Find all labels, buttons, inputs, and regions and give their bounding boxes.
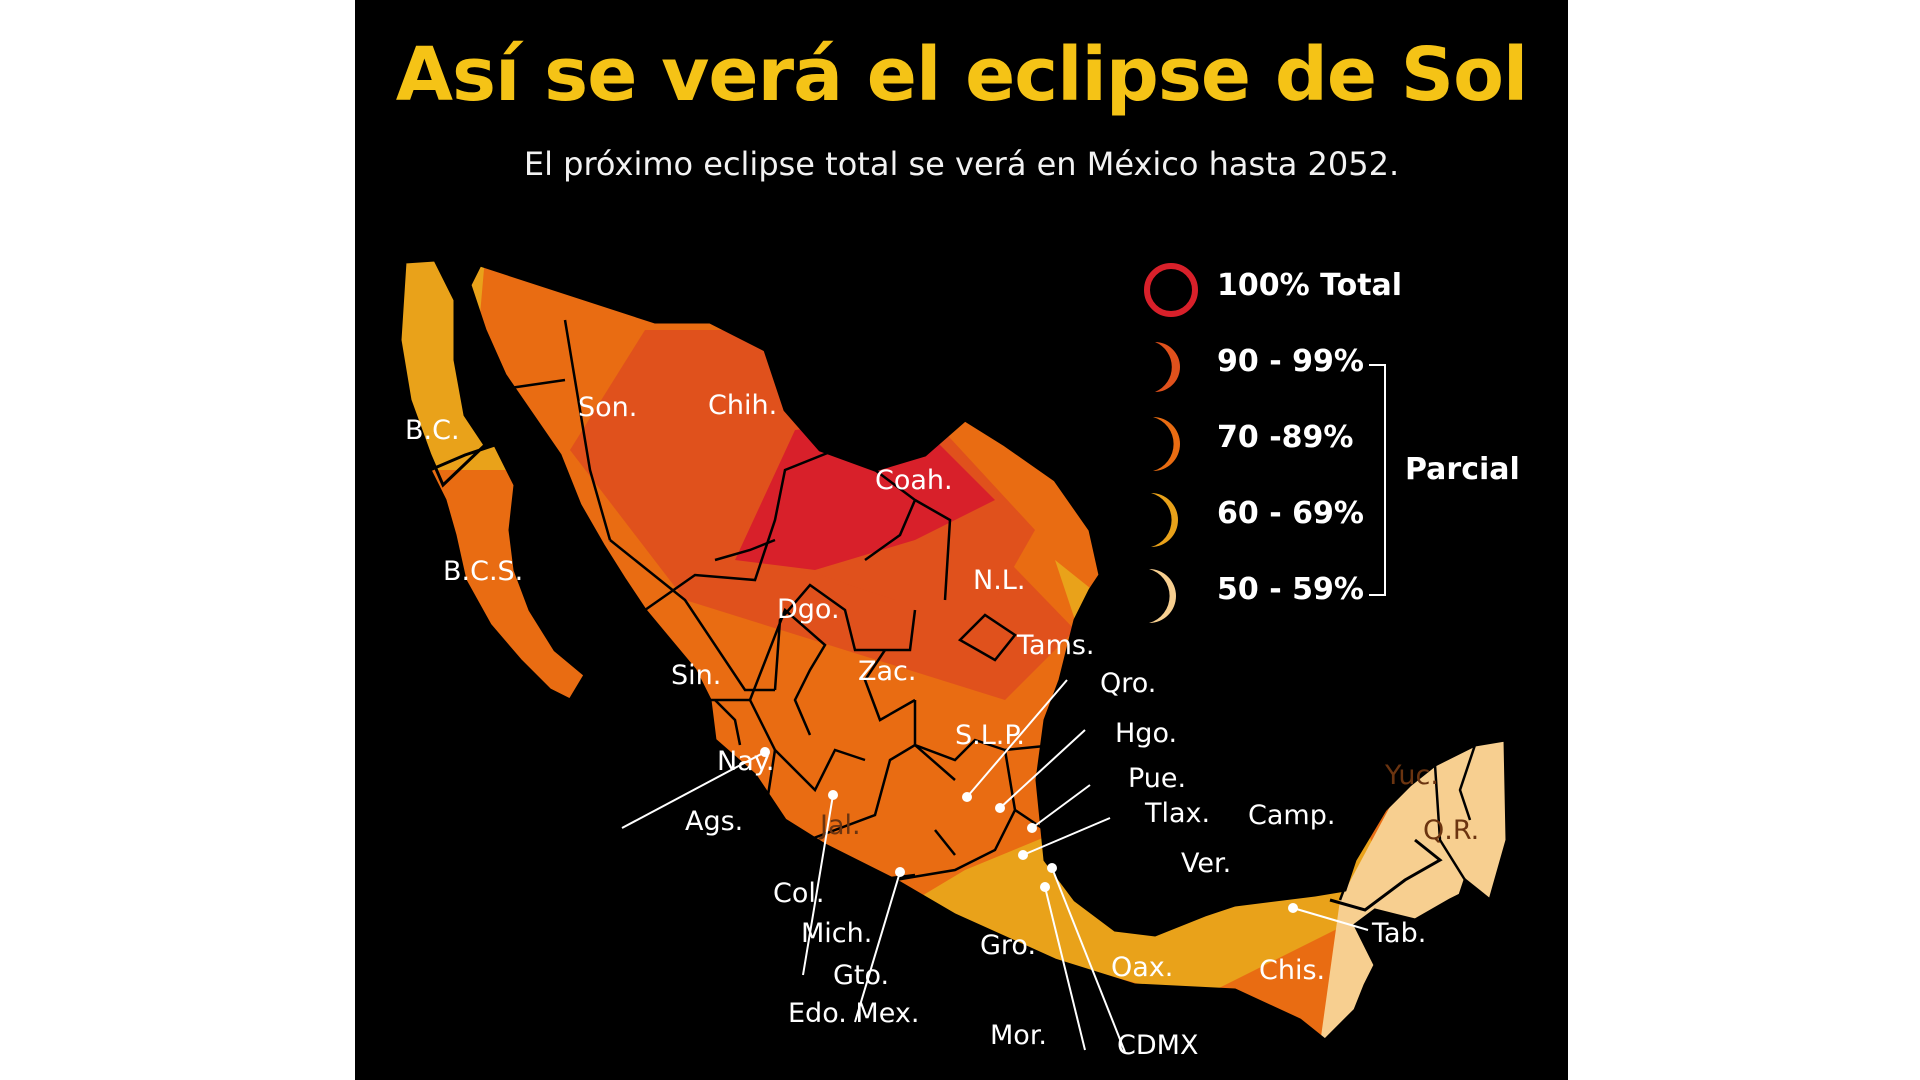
title: Así se verá el eclipse de Sol xyxy=(395,32,1529,118)
legend-label-50-59: 50 - 59% xyxy=(1217,572,1364,607)
state-label: Oax. xyxy=(1111,952,1174,983)
state-label: Son. xyxy=(578,392,638,423)
state-label: Camp. xyxy=(1248,800,1336,831)
state-label: Tams. xyxy=(1017,630,1095,661)
legend-label-60-69: 60 - 69% xyxy=(1217,496,1364,531)
state-label: Tlax. xyxy=(1145,798,1211,829)
leader-lines xyxy=(621,679,1369,1053)
state-label: S.L.P. xyxy=(955,720,1026,751)
state-label: Coah. xyxy=(875,465,953,496)
mexico-eclipse-map xyxy=(398,258,1509,1053)
legend-crescent-60-69-icon xyxy=(1151,493,1178,547)
state-label: N.L. xyxy=(973,565,1026,596)
marker-dots xyxy=(760,747,1298,913)
legend-total-ring-icon xyxy=(1144,263,1198,317)
state-label: Nay. xyxy=(717,746,775,777)
legend-label-total: 100% Total xyxy=(1217,268,1403,303)
state-label: Mor. xyxy=(990,1020,1048,1051)
state-label: B.C. xyxy=(405,415,460,446)
state-label: Yuc. xyxy=(1385,760,1439,791)
state-label: Gto. xyxy=(833,960,890,991)
legend-label-70-89: 70 -89% xyxy=(1217,420,1354,455)
legend-crescent-70-89-icon xyxy=(1153,417,1180,471)
state-label: Mich. xyxy=(801,918,873,949)
legend-crescent-90-99-icon xyxy=(1155,342,1180,392)
state-label: Pue. xyxy=(1128,763,1187,794)
legend-swatches xyxy=(1144,263,1386,623)
state-label: Jal. xyxy=(820,810,861,841)
state-label: Col. xyxy=(773,878,825,909)
legend-label-90-99: 90 - 99% xyxy=(1217,344,1364,379)
legend-crescent-50-59-icon xyxy=(1149,569,1176,623)
state-label: Q.R. xyxy=(1423,815,1480,846)
state-label: Edo. Mex. xyxy=(788,998,920,1029)
infographic-panel: Así se verá el eclipse de Sol El próximo… xyxy=(355,0,1568,1080)
state-label: Chih. xyxy=(708,390,778,421)
state-label: B.C.S. xyxy=(443,556,524,587)
legend-bracket-label: Parcial xyxy=(1405,452,1520,487)
state-label: Chis. xyxy=(1259,955,1326,986)
state-borders xyxy=(509,319,1477,906)
state-label: Hgo. xyxy=(1115,718,1178,749)
state-label: Sin. xyxy=(671,660,722,691)
state-label: Zac. xyxy=(858,656,917,687)
state-label: Qro. xyxy=(1100,668,1157,699)
state-label: Ags. xyxy=(685,806,744,837)
baja-border xyxy=(398,258,587,702)
subtitle: El próximo eclipse total se verá en Méxi… xyxy=(523,145,1400,183)
state-label: Gro. xyxy=(980,930,1037,961)
state-label: Dgo. xyxy=(777,594,840,625)
legend-bracket xyxy=(1369,364,1386,596)
state-label: CDMX xyxy=(1117,1030,1199,1061)
state-label: Ver. xyxy=(1181,848,1232,879)
state-label: Tab. xyxy=(1372,918,1427,949)
